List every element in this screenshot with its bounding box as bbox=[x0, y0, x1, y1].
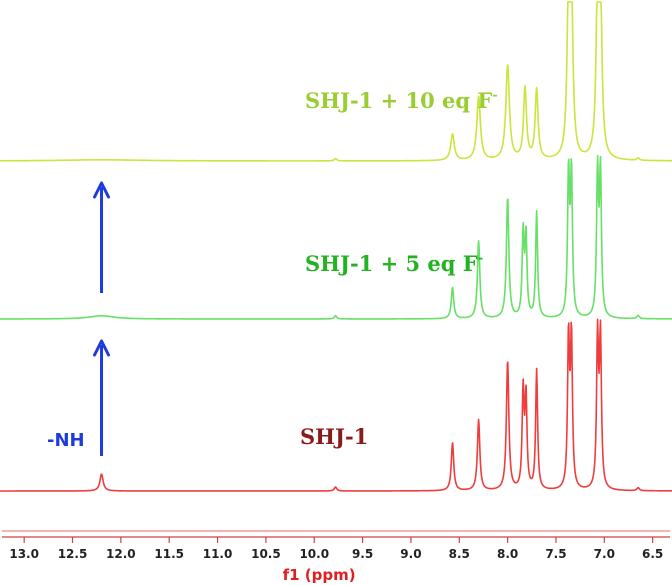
x-axis: 13.0 12.5 12.0 11.5 11.0 10.5 10.0 9.5 9.0 8.5 8.0… bbox=[2, 530, 670, 584]
x-tick-label-1: 12.5 bbox=[58, 547, 88, 561]
trace-label-bottom: SHJ-1 bbox=[300, 424, 368, 449]
spectrum-trace-top bbox=[0, 1, 672, 162]
nh-annotation: -NH bbox=[47, 430, 85, 451]
x-tick-label-7: 9.5 bbox=[352, 547, 373, 561]
x-tick-label-13: 6.5 bbox=[642, 547, 663, 561]
x-tick-label-5: 10.5 bbox=[251, 547, 281, 561]
arrow-up-lower-head bbox=[93, 339, 111, 357]
x-tick-label-10: 8.0 bbox=[497, 547, 518, 561]
arrow-up-lower bbox=[93, 339, 111, 456]
x-tick-label-6: 10.0 bbox=[299, 547, 329, 561]
trace-labels: SHJ-1 + 10 eq F- SHJ-1 + 5 eq F- SHJ-1 bbox=[300, 88, 498, 449]
x-tick-label-4: 11.0 bbox=[203, 547, 233, 561]
trace-label-mid: SHJ-1 + 5 eq F- bbox=[305, 251, 483, 276]
trace-label-superscript: - bbox=[492, 88, 497, 103]
x-tick-label-9: 8.5 bbox=[449, 547, 470, 561]
x-tick-label-0: 13.0 bbox=[9, 547, 39, 561]
annotations: -NH bbox=[47, 181, 111, 456]
x-tick-label-12: 7.0 bbox=[594, 547, 615, 561]
x-tick-label-2: 12.0 bbox=[106, 547, 136, 561]
x-tick-label-8: 9.0 bbox=[400, 547, 421, 561]
x-tick-label-3: 11.5 bbox=[154, 547, 184, 561]
trace-label-top: SHJ-1 + 10 eq F- bbox=[305, 88, 498, 113]
arrow-up-upper-head bbox=[93, 181, 111, 199]
arrow-up-upper bbox=[93, 181, 111, 293]
x-axis-title: f1 (ppm) bbox=[283, 566, 356, 584]
trace-label-superscript: - bbox=[478, 251, 483, 266]
spectrum-traces bbox=[0, 1, 672, 492]
x-tick-label-11: 7.5 bbox=[545, 547, 566, 561]
spectrum-trace-mid bbox=[0, 155, 672, 320]
spectrum-trace-bottom bbox=[0, 318, 672, 492]
